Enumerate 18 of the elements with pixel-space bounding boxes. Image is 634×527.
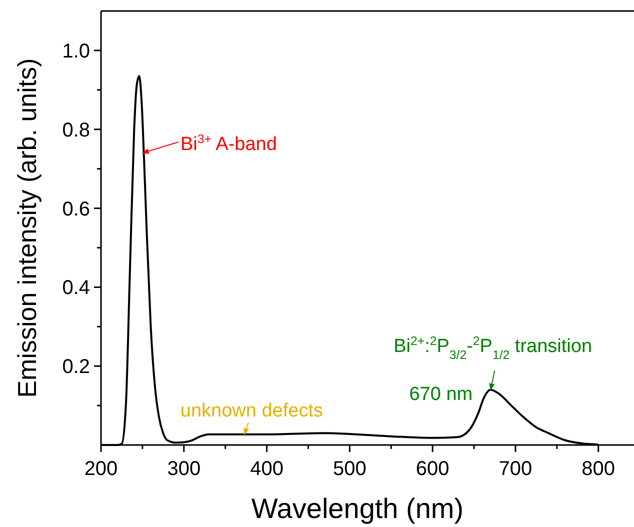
y-tick-label: 0.8: [62, 119, 90, 142]
y-tick-label: 0.6: [62, 198, 90, 220]
x-tick-label: 800: [582, 458, 616, 480]
y-tick-label: 0.2: [62, 356, 90, 378]
annotation: unknown defects: [180, 400, 323, 422]
x-tick-label: 300: [167, 458, 201, 480]
annotation: Bi$^{3+}$ A-band: [180, 132, 277, 156]
text: Bi$^{2+}$:$^{2}$P$_{3/2}$-$^{2}$P$_{1/2}$ transition: [394, 334, 592, 362]
annotation: 670 nm: [409, 384, 473, 405]
x-tick-label: 400: [250, 458, 284, 480]
y-tick-label: 0.4: [62, 277, 90, 300]
x-axis-title: Wavelength (nm): [251, 493, 464, 524]
x-tick-label: 200: [84, 458, 118, 480]
x-tick-label: 700: [498, 458, 532, 480]
x-tick-label: 500: [332, 458, 366, 480]
y-tick-label: 1.0: [62, 40, 90, 62]
x-tick-label: 600: [416, 458, 450, 480]
y-axis-title: Emission intensity (arb. units): [12, 58, 42, 398]
